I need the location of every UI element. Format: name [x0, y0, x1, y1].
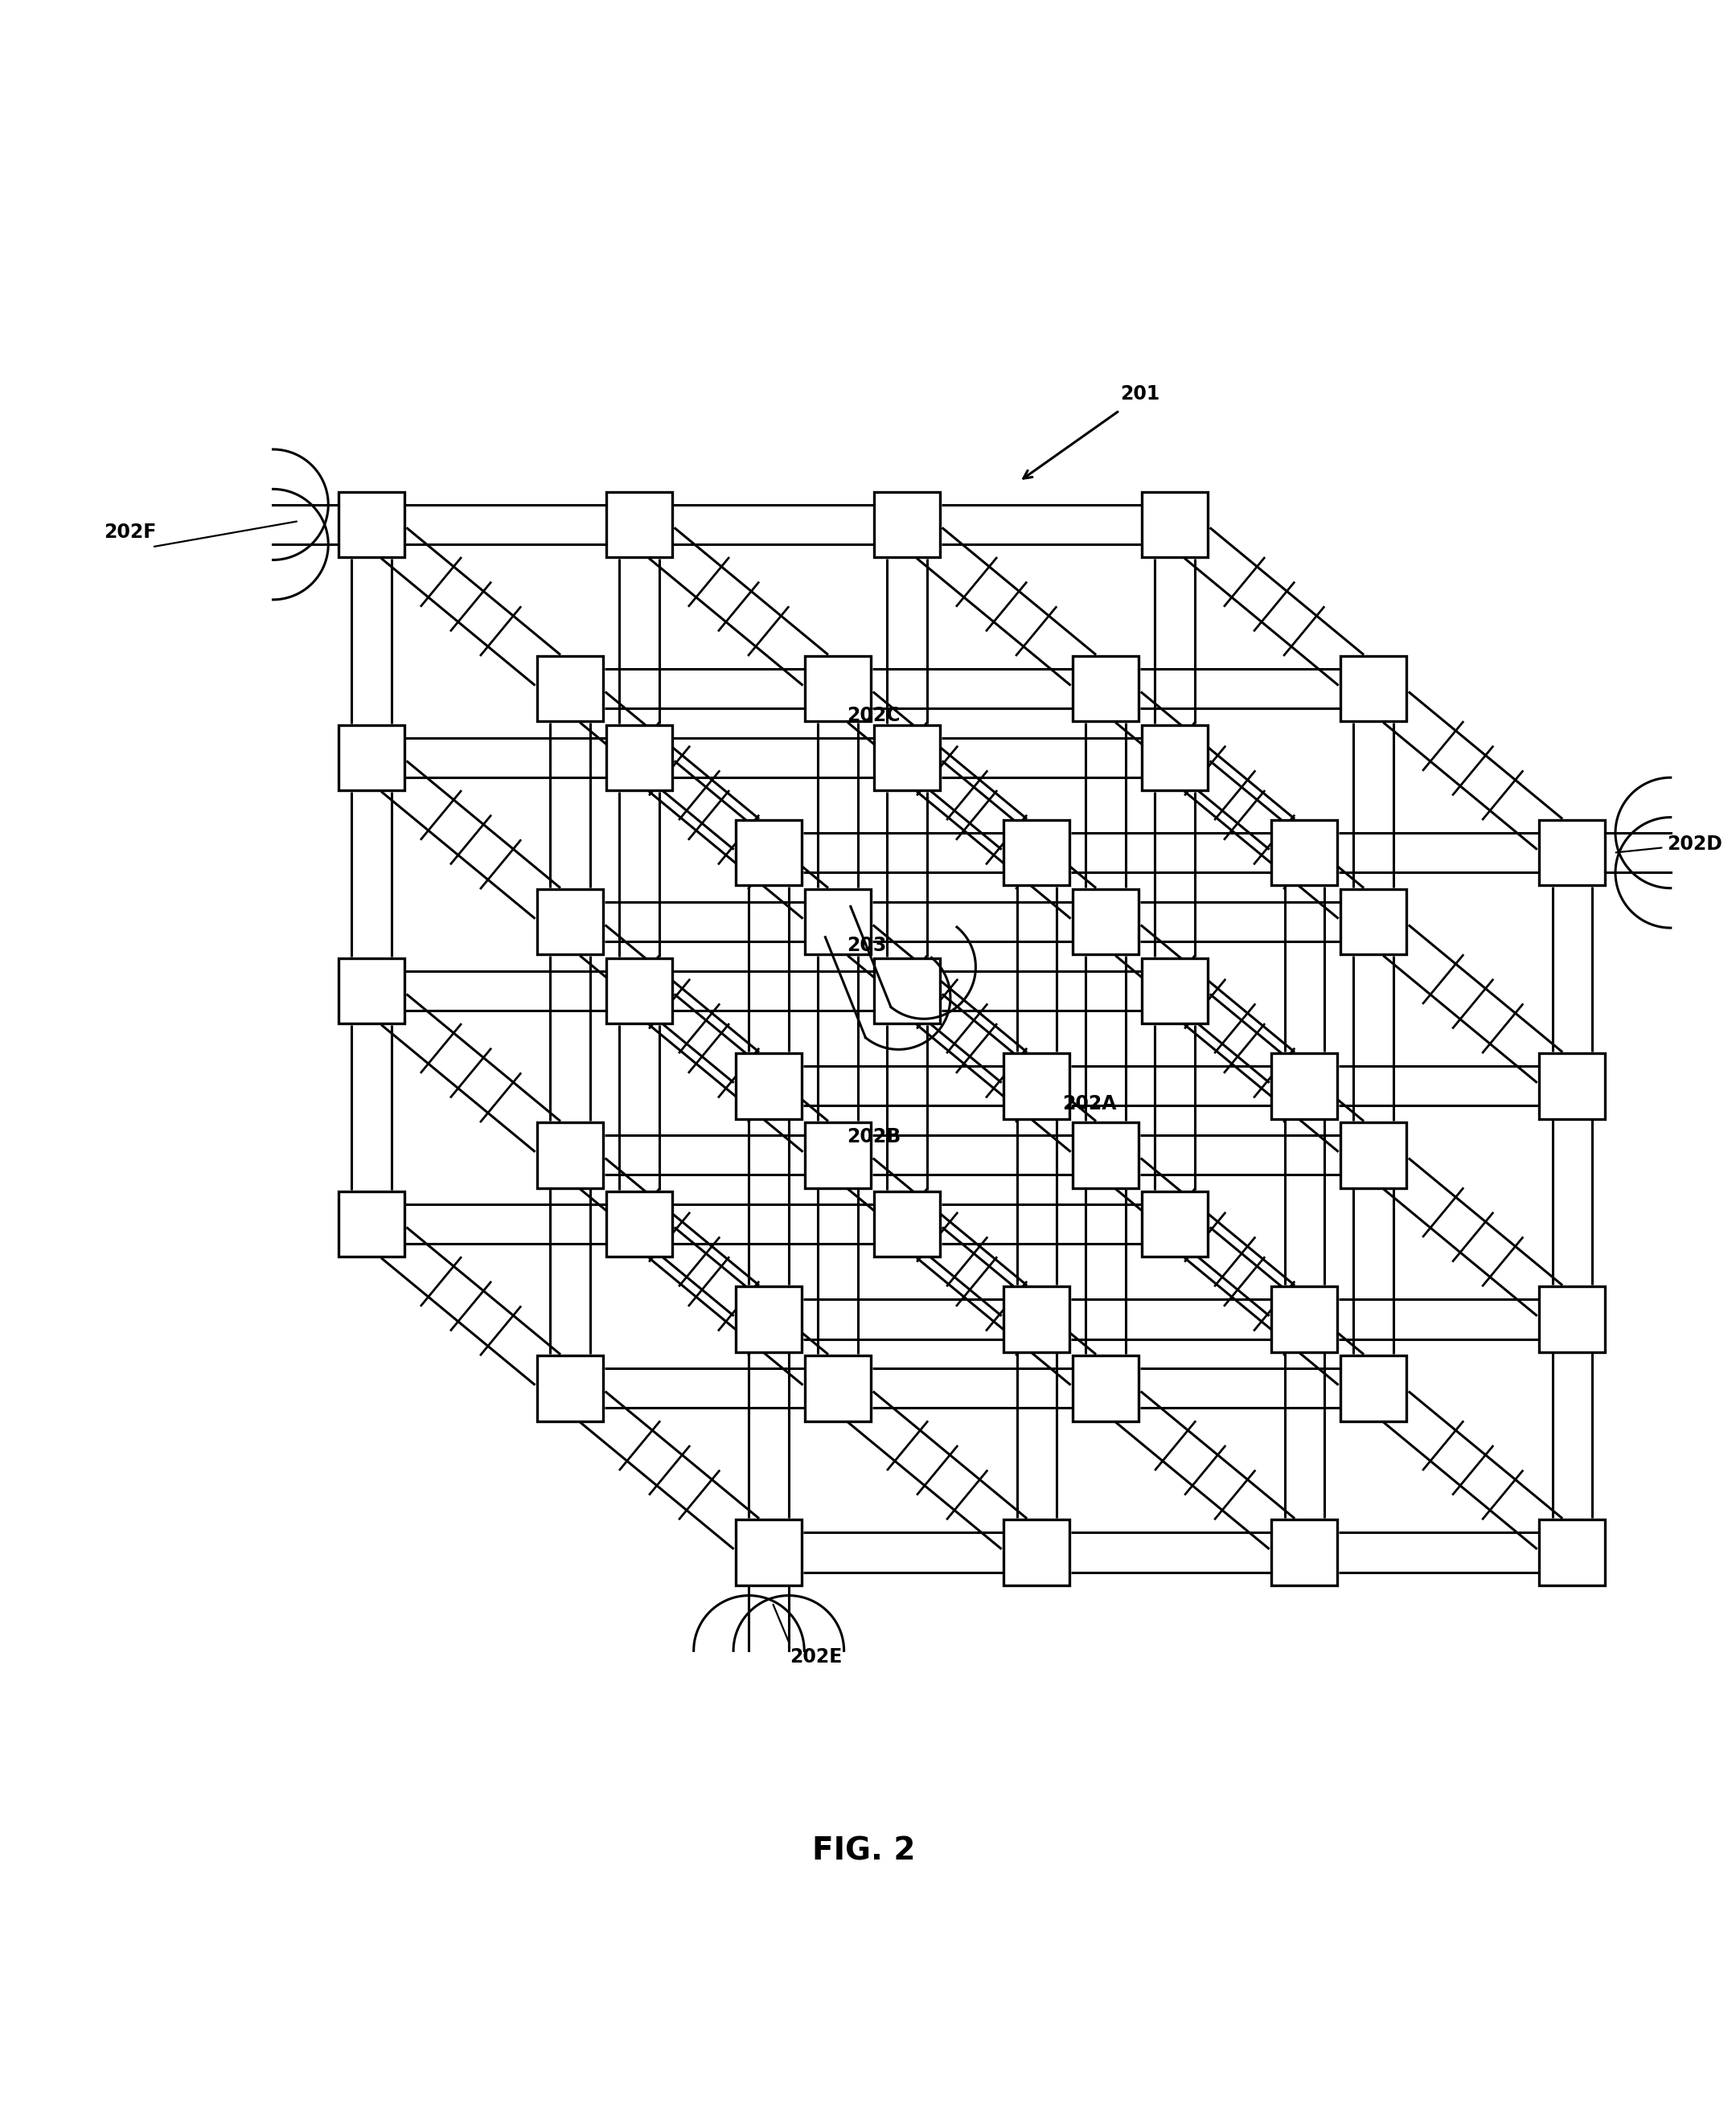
Bar: [1003, 1520, 1069, 1586]
Bar: [538, 1121, 602, 1187]
Bar: [1073, 655, 1139, 721]
Bar: [339, 1191, 404, 1257]
Bar: [538, 888, 602, 954]
Text: 201: 201: [1120, 384, 1160, 403]
Bar: [806, 1355, 871, 1420]
Text: FIG. 2: FIG. 2: [812, 1836, 915, 1866]
Text: 202A: 202A: [1062, 1094, 1116, 1113]
Bar: [1003, 820, 1069, 886]
Bar: [1271, 1520, 1337, 1586]
Bar: [875, 725, 939, 791]
Bar: [1073, 1355, 1139, 1420]
Bar: [1003, 1287, 1069, 1353]
Bar: [606, 492, 672, 558]
Bar: [339, 958, 404, 1024]
Bar: [736, 820, 802, 886]
Bar: [1271, 1287, 1337, 1353]
Bar: [606, 1191, 672, 1257]
Bar: [1540, 1054, 1606, 1119]
Bar: [1142, 958, 1208, 1024]
Bar: [538, 655, 602, 721]
Bar: [1073, 888, 1139, 954]
Text: 202C: 202C: [847, 706, 899, 725]
Bar: [606, 958, 672, 1024]
Bar: [1340, 1355, 1406, 1420]
Bar: [875, 958, 939, 1024]
Bar: [736, 1287, 802, 1353]
Text: 202E: 202E: [790, 1647, 842, 1666]
Bar: [875, 492, 939, 558]
Bar: [1340, 1121, 1406, 1187]
Bar: [1340, 655, 1406, 721]
Text: 202B: 202B: [847, 1128, 901, 1147]
Bar: [736, 1054, 802, 1119]
Bar: [1540, 1520, 1606, 1586]
Bar: [339, 725, 404, 791]
Bar: [1142, 492, 1208, 558]
Bar: [875, 1191, 939, 1257]
Bar: [606, 725, 672, 791]
Text: 202F: 202F: [104, 522, 156, 543]
Bar: [339, 492, 404, 558]
Text: 202D: 202D: [1667, 835, 1722, 854]
Bar: [1540, 820, 1606, 886]
Bar: [538, 1355, 602, 1420]
Bar: [1540, 1287, 1606, 1353]
Bar: [806, 888, 871, 954]
Bar: [806, 1121, 871, 1187]
Bar: [1003, 1054, 1069, 1119]
Text: 203: 203: [847, 935, 887, 954]
Bar: [1142, 1191, 1208, 1257]
Bar: [1073, 1121, 1139, 1187]
Bar: [736, 1520, 802, 1586]
Bar: [1271, 820, 1337, 886]
Bar: [1271, 1054, 1337, 1119]
Bar: [1142, 725, 1208, 791]
Bar: [1340, 888, 1406, 954]
Bar: [806, 655, 871, 721]
